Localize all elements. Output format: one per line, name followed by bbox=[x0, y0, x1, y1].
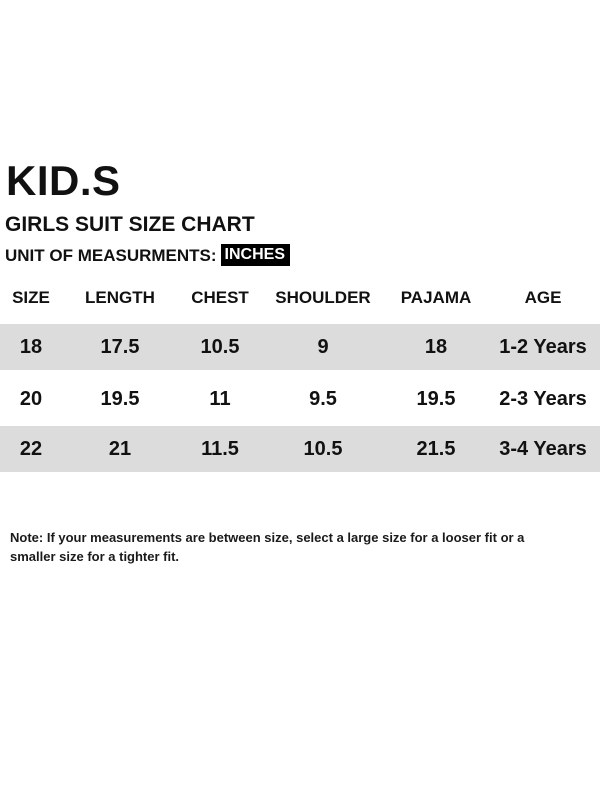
cell-length: 17.5 bbox=[100, 335, 140, 358]
cell-chest: 11.5 bbox=[201, 437, 239, 460]
header-size: SIZE bbox=[12, 288, 50, 307]
header-shoulder: SHOULDER bbox=[275, 288, 371, 307]
cell-size: 20 bbox=[19, 387, 43, 410]
cell-length: 19.5 bbox=[100, 387, 140, 410]
cell-chest: 10.5 bbox=[200, 335, 240, 358]
header-pajama: PAJAMA bbox=[400, 288, 472, 307]
cell-shoulder: 10.5 bbox=[303, 437, 343, 460]
cell-age: 3-4 Years bbox=[499, 437, 587, 460]
header-length: LENGTH bbox=[85, 288, 155, 307]
header-age: AGE bbox=[524, 288, 562, 307]
table-row: 18 17.5 10.5 9 18 1-2 Years bbox=[0, 324, 600, 370]
chart-subtitle: GIRLS SUIT SIZE CHART bbox=[5, 213, 255, 236]
table-row: 22 21 11.5 10.5 21.5 3-4 Years bbox=[0, 426, 600, 472]
cell-length: 21 bbox=[108, 437, 132, 460]
cell-shoulder: 9 bbox=[317, 335, 329, 358]
sizing-note: Note: If your measurements are between s… bbox=[10, 530, 525, 564]
unit-label: UNIT OF MEASURMENTS: bbox=[5, 245, 217, 265]
table-row: 20 19.5 11 9.5 19.5 2-3 Years bbox=[0, 376, 600, 422]
cell-pajama: 19.5 bbox=[416, 387, 456, 410]
cell-age: 2-3 Years bbox=[499, 387, 587, 410]
cell-chest: 11 bbox=[209, 387, 231, 410]
cell-pajama: 18 bbox=[424, 335, 448, 358]
brand-title: KID.S bbox=[6, 157, 121, 204]
cell-size: 18 bbox=[19, 335, 43, 358]
header-chest: CHEST bbox=[191, 288, 249, 307]
cell-shoulder: 9.5 bbox=[309, 387, 337, 410]
unit-badge: INCHES bbox=[220, 244, 290, 266]
unit-of-measurement: UNIT OF MEASURMENTS: INCHES bbox=[5, 244, 290, 266]
cell-pajama: 21.5 bbox=[416, 437, 456, 460]
table-header: SIZE LENGTH CHEST SHOULDER PAJAMA AGE bbox=[0, 284, 600, 312]
cell-age: 1-2 Years bbox=[499, 335, 587, 358]
cell-size: 22 bbox=[19, 437, 43, 460]
